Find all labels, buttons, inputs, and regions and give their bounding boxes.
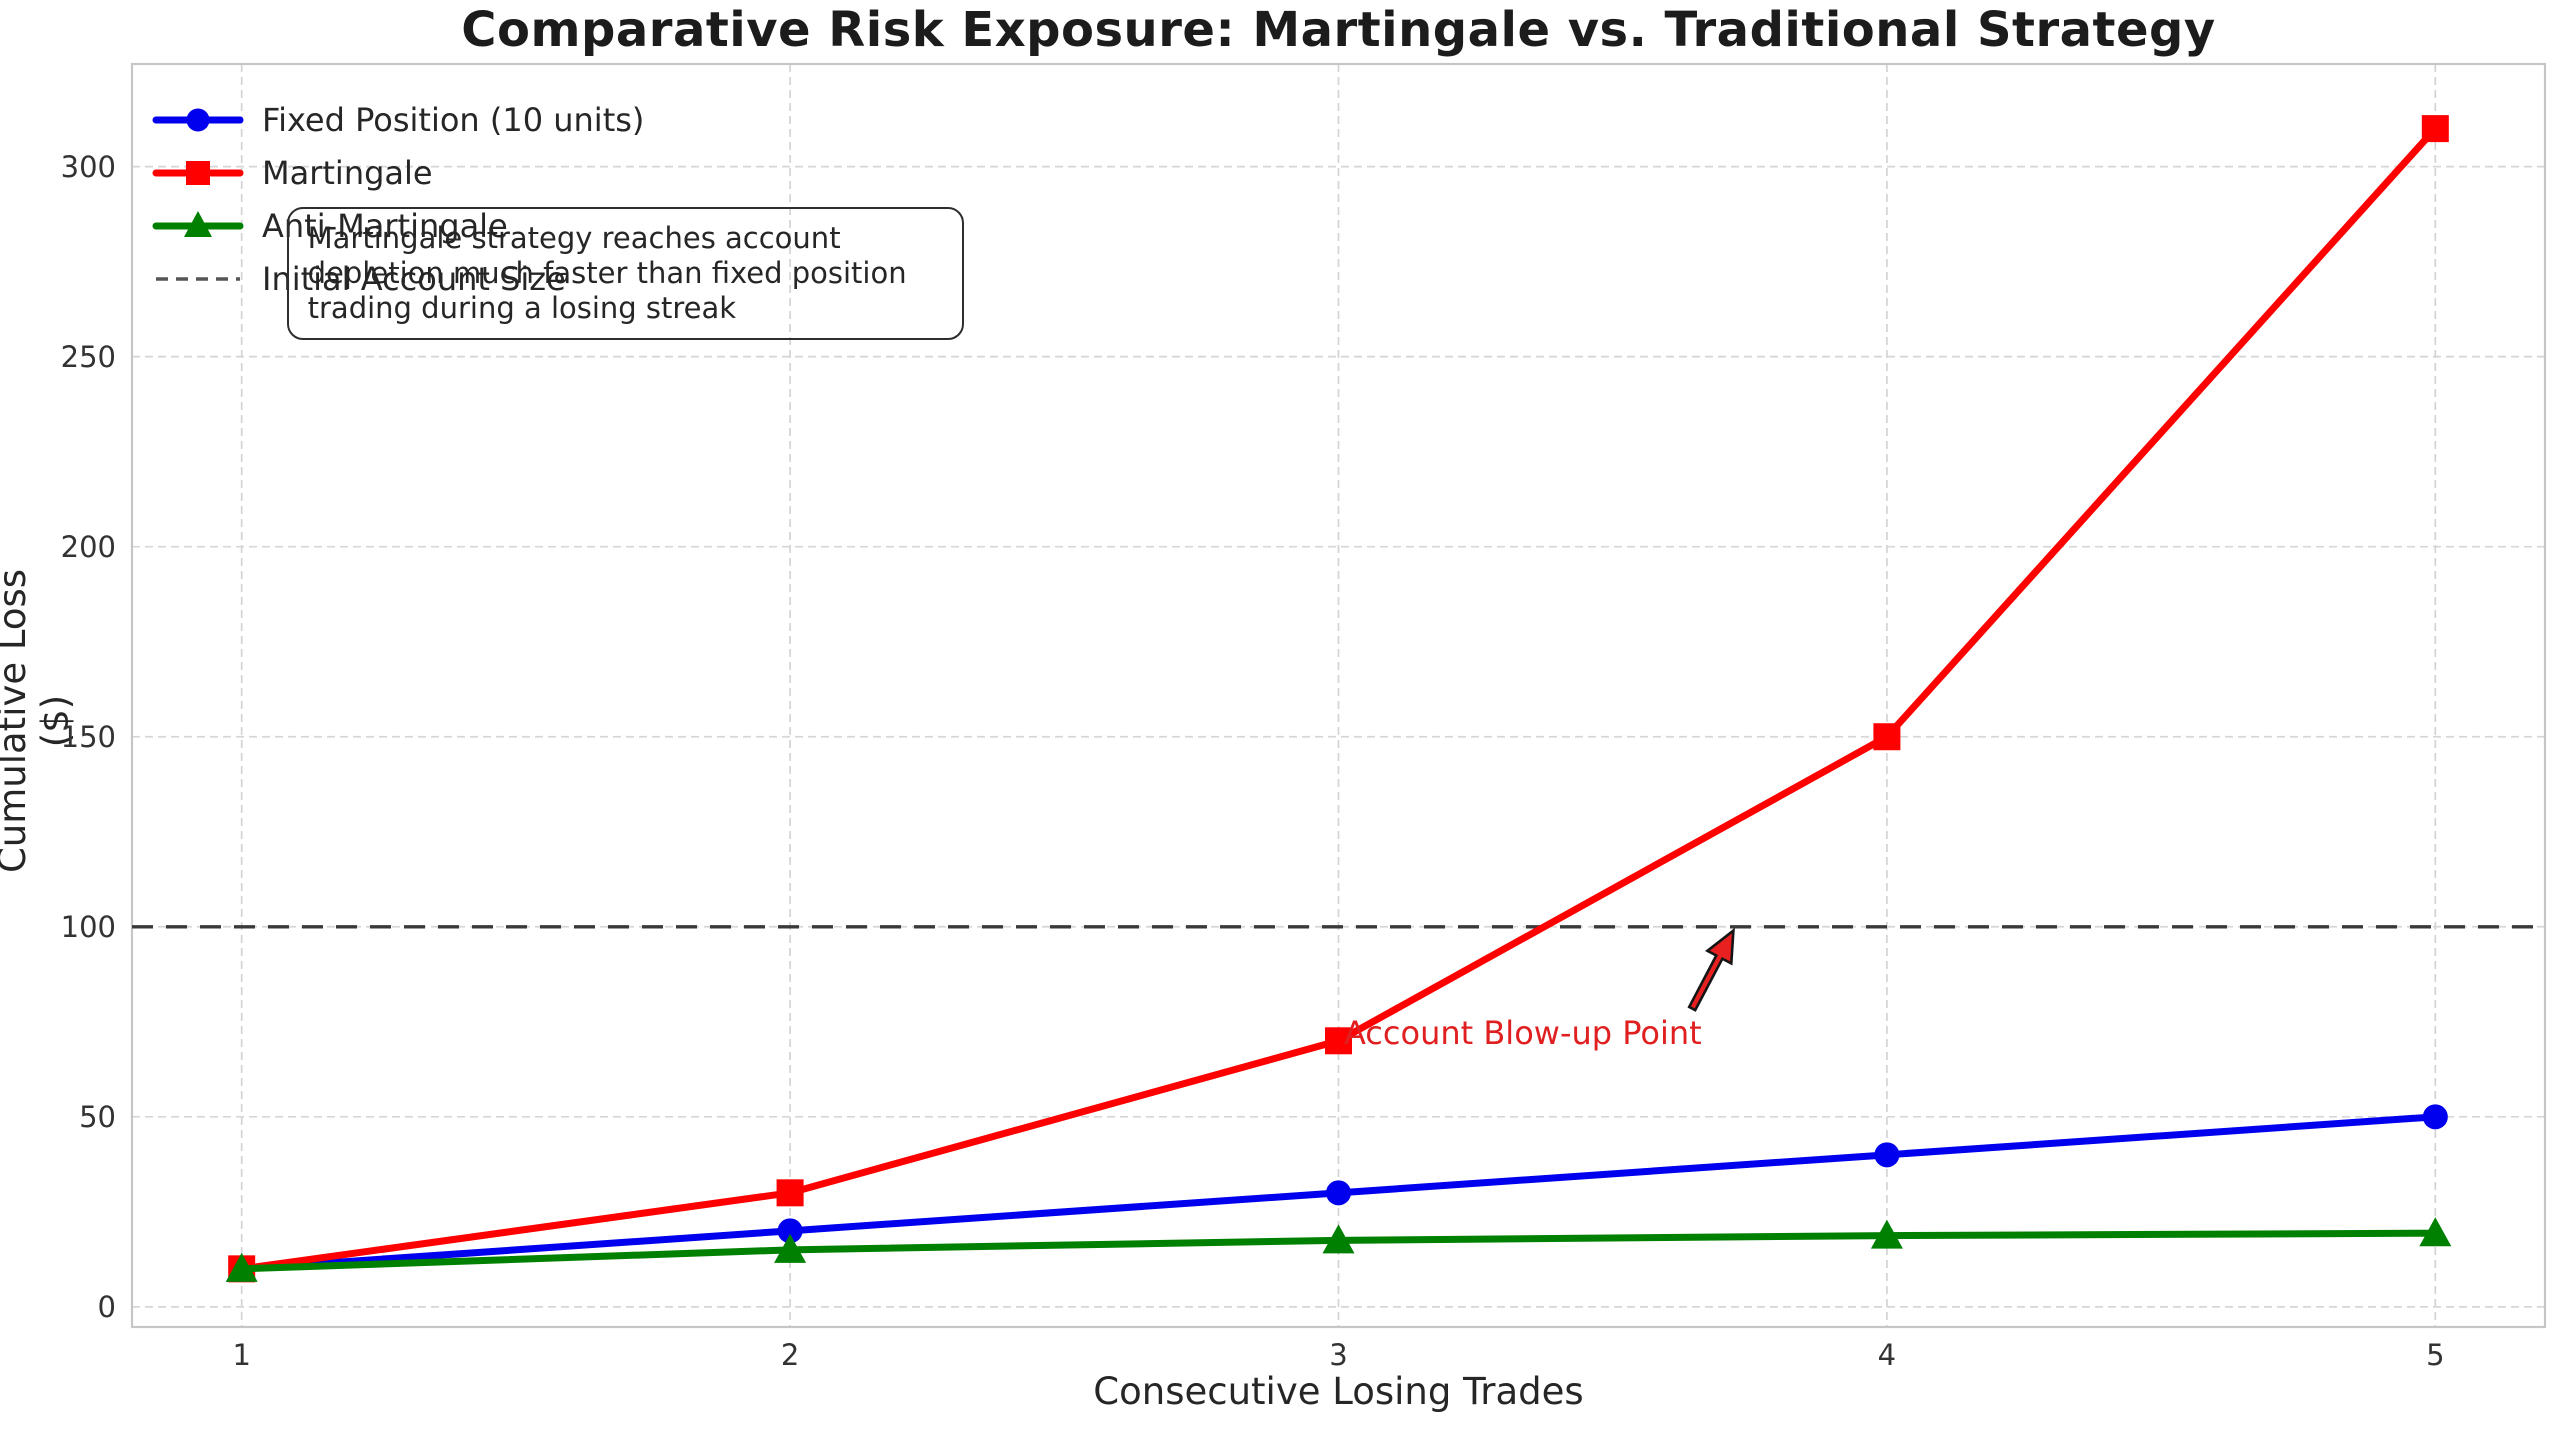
data-point-anti-martingale-4 (1870, 1219, 1903, 1249)
data-point-fixed-position-10-units-4 (1874, 1142, 1900, 1168)
x-tick-label-2: 2 (780, 1338, 800, 1372)
legend-item-anti-martingale: Anti-Martingale (150, 206, 508, 246)
y-tick-label-300: 300 (60, 149, 116, 184)
data-point-anti-martingale-3 (1322, 1224, 1355, 1254)
data-point-anti-martingale-1 (225, 1252, 258, 1282)
legend-marker-dash-icon (156, 277, 240, 281)
y-tick-label-150: 150 (60, 719, 116, 754)
data-point-martingale-3 (1325, 1027, 1352, 1055)
annotation-label: Account Blow-up Point (1343, 1014, 1702, 1053)
data-point-martingale-4 (1873, 723, 1901, 751)
data-point-martingale-5 (2421, 115, 2449, 143)
legend-marker-square-icon (152, 161, 244, 185)
x-tick-label-3: 3 (1329, 1338, 1348, 1372)
legend-label: Anti-Martingale (262, 207, 508, 245)
x-tick-label-4: 4 (1877, 1338, 1897, 1372)
y-tick-label-100: 100 (60, 909, 116, 944)
y-tick-label-0: 0 (97, 1289, 116, 1324)
x-axis-label: Consecutive Losing Trades (1093, 1370, 1584, 1413)
legend-label: Martingale (262, 154, 433, 192)
data-point-fixed-position-10-units-3 (1326, 1180, 1351, 1206)
legend-marker-circle-icon (152, 108, 244, 132)
legend-label: Initial Account Size (262, 260, 566, 298)
x-tick-label-1: 1 (232, 1338, 251, 1372)
note-box: Martingale strategy reaches account depl… (286, 206, 964, 340)
x-tick-label-5: 5 (2426, 1338, 2445, 1372)
legend-circle (186, 108, 210, 132)
plot-border (130, 62, 2547, 1329)
y-tick-label-200: 200 (60, 529, 116, 564)
legend-label: Fixed Position (10 units) (262, 101, 645, 139)
legend-item-fixed-position-10-units: Fixed Position (10 units) (150, 100, 644, 140)
data-point-fixed-position-10-units-5 (2422, 1104, 2448, 1130)
legend-triangle (184, 211, 212, 237)
y-tick-label-250: 250 (60, 339, 116, 374)
data-point-martingale-2 (776, 1179, 804, 1207)
legend-item-martingale: Martingale (150, 153, 433, 193)
chart-title: Comparative Risk Exposure: Martingale vs… (461, 2, 2216, 58)
legend-item-initial-account-size: Initial Account Size (150, 259, 566, 299)
data-point-fixed-position-10-units-2 (777, 1218, 803, 1244)
data-point-anti-martingale-5 (2419, 1217, 2452, 1247)
legend-square (186, 161, 210, 185)
y-tick-label-50: 50 (79, 1099, 116, 1134)
data-point-anti-martingale-2 (774, 1233, 807, 1263)
annotation-arrow (1687, 927, 1735, 1012)
legend-marker-triangle-icon (152, 211, 244, 237)
